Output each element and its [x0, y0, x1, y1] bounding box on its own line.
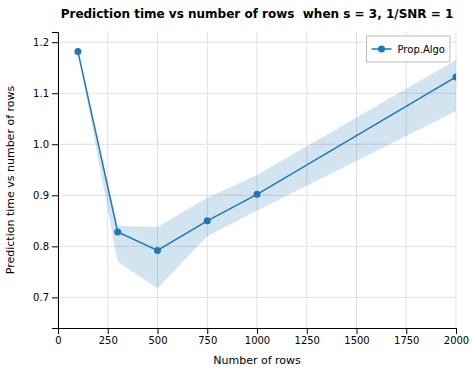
point	[114, 229, 121, 236]
y-tick-mark	[52, 42, 58, 43]
line	[78, 51, 456, 250]
y-tick: 0.7	[33, 292, 58, 303]
x-tick-label: 1750	[394, 335, 419, 346]
x-tick-label: 750	[198, 335, 217, 346]
y-tick-mark	[52, 297, 58, 298]
x-tick-label: 0	[55, 335, 61, 346]
y-tick-mark	[52, 144, 58, 145]
x-tick-mark	[257, 328, 258, 334]
y-tick-label: 0.9	[33, 190, 49, 201]
x-tick-label: 1250	[295, 335, 320, 346]
y-tick: 1.1	[33, 88, 58, 99]
x-tick: 1250	[295, 328, 320, 346]
plot: 0 250 500 750 1000 1250 1500 1750 2000 0.7 0.8 0.9 1…	[33, 32, 469, 346]
x-tick-mark	[158, 328, 159, 334]
x-tick-mark	[406, 328, 407, 334]
grid-line-x	[406, 32, 407, 328]
chart-container: 0 250 500 750 1000 1250 1500 1750 2000 0.7 0.8 0.9 1…	[0, 0, 472, 372]
x-tick: 0	[55, 328, 61, 346]
x-axis: 0 250 500 750 1000 1250 1500 1750 2000	[55, 328, 469, 346]
y-tick-label: 1.0	[33, 139, 49, 150]
legend-box	[367, 36, 450, 62]
y-tick-label: 1.2	[33, 37, 49, 48]
x-axis-title: Number of rows	[213, 354, 301, 367]
title: Prediction time vs number of rows when s…	[61, 7, 454, 21]
x-tick: 500	[148, 328, 167, 346]
x-tick: 1000	[245, 328, 270, 346]
chart-svg: 0 250 500 750 1000 1250 1500 1750 2000 0.7 0.8 0.9 1…	[0, 0, 472, 372]
y-tick-label: 1.1	[33, 88, 49, 99]
grid-line-y	[58, 144, 456, 145]
legend: Prop.Algo	[367, 36, 450, 62]
grid-line-x	[207, 32, 208, 328]
grid-line-y	[58, 93, 456, 94]
point	[204, 217, 211, 224]
y-tick: 1.0	[33, 139, 58, 150]
grid	[58, 32, 456, 328]
y-tick-label: 0.7	[33, 292, 49, 303]
y-tick: 0.8	[33, 241, 58, 252]
confidence-band	[78, 51, 456, 288]
y-tick: 0.9	[33, 190, 58, 201]
grid-line-x	[107, 32, 108, 328]
x-tick-label: 250	[99, 335, 118, 346]
x-tick: 1750	[394, 328, 419, 346]
x-tick: 750	[198, 328, 217, 346]
y-tick-mark	[52, 246, 58, 247]
point	[74, 48, 81, 55]
x-tick-mark	[456, 328, 457, 334]
point	[254, 191, 261, 198]
grid-line-y	[58, 297, 456, 298]
marks	[74, 48, 456, 288]
grid-line-x	[356, 32, 357, 328]
x-axis-line	[59, 329, 457, 335]
x-tick-label: 1500	[344, 335, 369, 346]
point	[154, 247, 161, 254]
x-tick-label: 1000	[245, 335, 270, 346]
legend-item: Prop.Algo	[372, 44, 445, 55]
x-tick: 250	[99, 328, 118, 346]
x-tick-label: 500	[148, 335, 167, 346]
y-axis-title: Prediction time vs number of rows	[4, 85, 17, 274]
x-tick-mark	[357, 328, 358, 334]
point	[453, 73, 457, 80]
legend-label: Prop.Algo	[398, 44, 445, 55]
y-tick-mark	[52, 93, 58, 94]
y-tick-mark	[52, 195, 58, 196]
x-tick-mark	[207, 328, 208, 334]
x-tick: 1500	[344, 328, 369, 346]
y-tick: 1.2	[33, 37, 58, 48]
y-axis-line	[52, 33, 59, 329]
y-tick-label: 0.8	[33, 241, 49, 252]
x-tick: 2000	[444, 328, 469, 346]
x-tick-mark	[307, 328, 308, 334]
x-tick-mark	[108, 328, 109, 334]
y-axis: 0.7 0.8 0.9 1.0 1.1 1.2	[33, 33, 58, 329]
x-tick-label: 2000	[444, 335, 469, 346]
legend-marker	[378, 46, 385, 53]
